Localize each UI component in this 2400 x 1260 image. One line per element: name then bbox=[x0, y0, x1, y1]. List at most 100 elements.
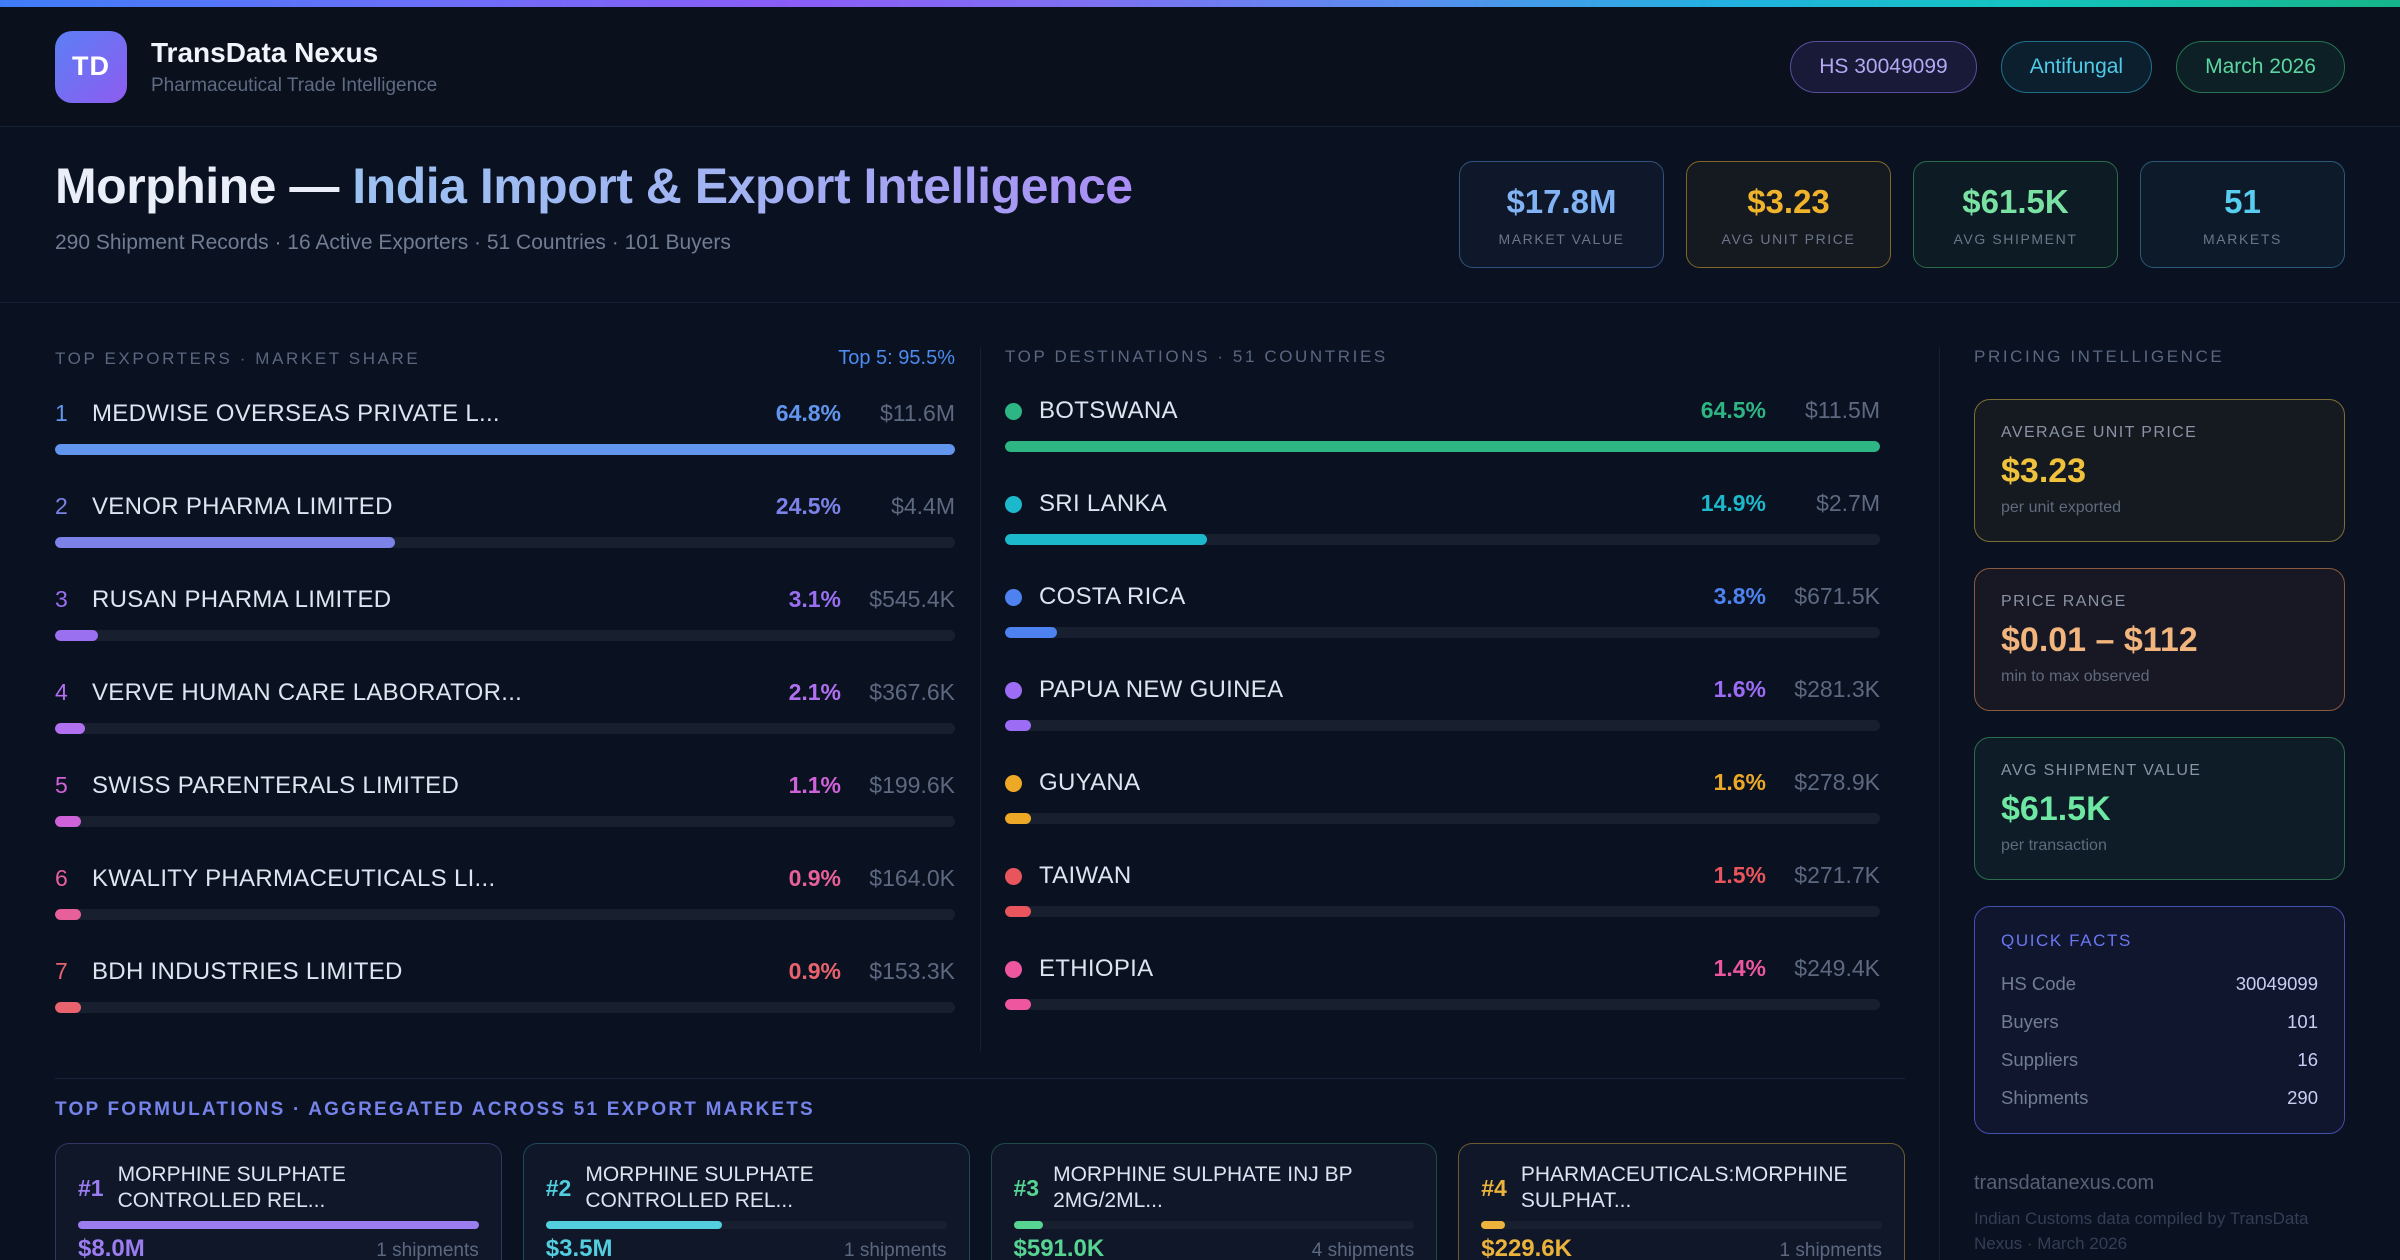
header-badge[interactable]: HS 30049099 bbox=[1790, 40, 1977, 93]
share-bar-fill bbox=[1005, 813, 1031, 824]
stat-label: AVG UNIT PRICE bbox=[1721, 230, 1856, 247]
exporter-row[interactable]: 4 VERVE HUMAN CARE LABORATOR... 2.1% $36… bbox=[55, 679, 955, 734]
country-dot-icon bbox=[1005, 774, 1022, 792]
app-header: TD TransData Nexus Pharmaceutical Trade … bbox=[0, 7, 2400, 127]
exporter-value: $545.4K bbox=[869, 586, 955, 612]
formulation-card[interactable]: #4 PHARMACEUTICALS:MORPHINE SULPHAT... $… bbox=[1458, 1143, 1905, 1260]
pricing-card: AVERAGE UNIT PRICE $3.23 per unit export… bbox=[1974, 399, 2345, 542]
stat-card: $3.23 AVG UNIT PRICE bbox=[1686, 161, 1891, 268]
exporters-panel-title: TOP EXPORTERS · MARKET SHARE bbox=[55, 349, 421, 368]
country-dot-icon bbox=[1005, 960, 1022, 978]
header-badge[interactable]: Antifungal bbox=[2000, 40, 2153, 93]
share-bar-track bbox=[1005, 627, 1880, 638]
exporter-row[interactable]: 2 VENOR PHARMA LIMITED 24.5% $4.4M bbox=[55, 493, 955, 548]
formulation-bar-fill bbox=[78, 1220, 479, 1229]
destination-row[interactable]: PAPUA NEW GUINEA 1.6% $281.3K bbox=[1005, 676, 1880, 731]
destination-value: $271.7K bbox=[1794, 862, 1880, 888]
country-dot-icon bbox=[1005, 495, 1022, 513]
exporter-name: VERVE HUMAN CARE LABORATOR... bbox=[92, 679, 523, 706]
destinations-panel: TOP DESTINATIONS · 51 COUNTRIES BOTSWANA… bbox=[980, 347, 1880, 1051]
website-link[interactable]: transdatanexus.com bbox=[1974, 1172, 2155, 1194]
destination-row[interactable]: BOTSWANA 64.5% $11.5M bbox=[1005, 397, 1880, 452]
share-bar-fill bbox=[55, 723, 85, 734]
formulation-bar-fill bbox=[1481, 1220, 1506, 1229]
destinations-list: BOTSWANA 64.5% $11.5M bbox=[1005, 397, 1880, 1010]
exporter-name: SWISS PARENTERALS LIMITED bbox=[92, 772, 460, 799]
pricing-card-value: $3.23 bbox=[2001, 452, 2087, 490]
formulations-cards: #1 MORPHINE SULPHATE CONTROLLED REL... $… bbox=[55, 1143, 1905, 1260]
sidebar-footer: transdatanexus.com Indian Customs data c… bbox=[1974, 1172, 2345, 1256]
formulation-bar-fill bbox=[545, 1220, 723, 1229]
share-bar-track bbox=[55, 630, 955, 641]
share-bar-track bbox=[1005, 813, 1880, 824]
share-bar-fill bbox=[55, 630, 99, 641]
destination-row[interactable]: ETHIOPIA 1.4% $249.4K bbox=[1005, 955, 1880, 1010]
destination-share-pct: 14.9% bbox=[1700, 490, 1766, 516]
formulation-card[interactable]: #2 MORPHINE SULPHATE CONTROLLED REL... $… bbox=[522, 1143, 970, 1260]
data-source-note: Indian Customs data compiled by TransDat… bbox=[1974, 1209, 2309, 1253]
badge-label: HS 30049099 bbox=[1819, 54, 1948, 78]
exporter-row[interactable]: 7 BDH INDUSTRIES LIMITED 0.9% $153.3K bbox=[55, 958, 955, 1013]
formulation-shipments: 1 shipments bbox=[376, 1240, 479, 1260]
formulation-bar-track bbox=[78, 1220, 479, 1229]
destination-row[interactable]: COSTA RICA 3.8% $671.5K bbox=[1005, 583, 1880, 638]
exporter-row[interactable]: 1 MEDWISE OVERSEAS PRIVATE L... 64.8% $1… bbox=[55, 400, 955, 455]
share-bar-fill bbox=[55, 909, 81, 920]
formulation-value: $3.5M bbox=[545, 1235, 613, 1260]
destinations-panel-title: TOP DESTINATIONS · 51 COUNTRIES bbox=[1005, 347, 1388, 366]
formulation-name: MORPHINE SULPHATE INJ BP 2MG/2ML... bbox=[1053, 1163, 1353, 1213]
quick-fact-value: 16 bbox=[2297, 1049, 2318, 1070]
exporter-rank: 6 bbox=[55, 865, 68, 891]
quick-facts-card: QUICK FACTS HS Code 30049099 Buyers 101 … bbox=[1974, 906, 2345, 1134]
quick-facts-title: QUICK FACTS bbox=[2001, 931, 2132, 950]
exporter-name: VENOR PHARMA LIMITED bbox=[92, 493, 393, 520]
exporter-row[interactable]: 6 KWALITY PHARMACEUTICALS LI... 0.9% $16… bbox=[55, 865, 955, 920]
share-bar-fill bbox=[1005, 534, 1208, 545]
exporter-share-pct: 3.1% bbox=[788, 586, 841, 612]
exporter-row[interactable]: 5 SWISS PARENTERALS LIMITED 1.1% $199.6K bbox=[55, 772, 955, 827]
share-bar-track bbox=[1005, 534, 1880, 545]
exporter-value: $4.4M bbox=[891, 493, 955, 519]
destination-value: $281.3K bbox=[1794, 676, 1880, 702]
header-badge[interactable]: March 2026 bbox=[2176, 40, 2345, 93]
share-bar-fill bbox=[55, 537, 396, 548]
destination-name: BOTSWANA bbox=[1039, 397, 1178, 424]
pricing-sidebar: PRICING INTELLIGENCE AVERAGE UNIT PRICE … bbox=[1939, 347, 2345, 1260]
quick-fact-row: Shipments 290 bbox=[2001, 1087, 2318, 1109]
share-bar-track bbox=[55, 537, 955, 548]
exporter-name: BDH INDUSTRIES LIMITED bbox=[92, 958, 403, 985]
quick-fact-label: Suppliers bbox=[2001, 1049, 2079, 1070]
page-title-product: Morphine — bbox=[55, 158, 353, 214]
stat-card: $61.5K AVG SHIPMENT bbox=[1913, 161, 2118, 268]
destination-row[interactable]: SRI LANKA 14.9% $2.7M bbox=[1005, 490, 1880, 545]
accent-gradient-bar bbox=[0, 0, 2400, 7]
page-subtitle: 290 Shipment Records · 16 Active Exporte… bbox=[55, 231, 731, 254]
exporter-name: MEDWISE OVERSEAS PRIVATE L... bbox=[92, 400, 500, 427]
exporter-share-pct: 0.9% bbox=[788, 958, 841, 984]
exporter-value: $11.6M bbox=[879, 400, 955, 426]
destination-row[interactable]: GUYANA 1.6% $278.9K bbox=[1005, 769, 1880, 824]
exporter-rank: 4 bbox=[55, 679, 68, 705]
country-dot-icon bbox=[1005, 681, 1022, 699]
exporter-rank: 2 bbox=[55, 493, 68, 519]
share-bar-track bbox=[1005, 906, 1880, 917]
formulation-card[interactable]: #3 MORPHINE SULPHATE INJ BP 2MG/2ML... $… bbox=[990, 1143, 1438, 1260]
share-bar-fill bbox=[55, 444, 955, 455]
destination-share-pct: 1.6% bbox=[1713, 769, 1766, 795]
exporter-rank: 3 bbox=[55, 586, 68, 612]
stat-value: $61.5K bbox=[1962, 182, 2069, 220]
app-logo: TD bbox=[55, 30, 127, 103]
share-bar-fill bbox=[55, 816, 81, 827]
pricing-cards: AVERAGE UNIT PRICE $3.23 per unit export… bbox=[1974, 399, 2345, 880]
formulation-rank: #3 bbox=[1013, 1174, 1040, 1201]
destination-share-pct: 3.8% bbox=[1713, 583, 1766, 609]
pricing-title: PRICING INTELLIGENCE bbox=[1974, 347, 2225, 366]
pricing-card-label: AVERAGE UNIT PRICE bbox=[2001, 424, 2198, 441]
formulation-card[interactable]: #1 MORPHINE SULPHATE CONTROLLED REL... $… bbox=[55, 1143, 502, 1260]
formulations-title: TOP FORMULATIONS · AGGREGATED ACROSS 51 … bbox=[55, 1099, 815, 1120]
destination-row[interactable]: TAIWAN 1.5% $271.7K bbox=[1005, 862, 1880, 917]
formulation-value: $8.0M bbox=[78, 1235, 145, 1260]
exporter-row[interactable]: 3 RUSAN PHARMA LIMITED 3.1% $545.4K bbox=[55, 586, 955, 641]
pricing-card-value: $61.5K bbox=[2001, 790, 2111, 828]
country-dot-icon bbox=[1005, 588, 1022, 606]
